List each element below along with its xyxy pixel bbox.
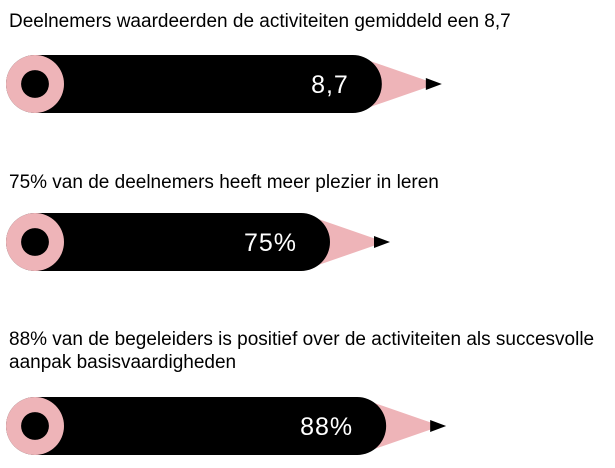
pencil-body [6, 213, 330, 271]
pencil-icon: 88% [6, 397, 447, 455]
stat-caption: 88% van de begeleiders is positief over … [9, 329, 595, 373]
pencil-value-label: 8,7 [311, 71, 349, 99]
pencil-point [430, 420, 447, 432]
pencil-point [425, 78, 442, 90]
pencil-end-hole [21, 228, 49, 256]
pencil-icon: 8,7 [6, 55, 442, 113]
pencil-body [6, 397, 387, 455]
stat-caption: 75% van de deelnemers heeft meer plezier… [9, 172, 439, 193]
stat-caption: Deelnemers waardeerden de activiteiten g… [9, 11, 511, 32]
pencil-end-hole [21, 70, 49, 98]
pencil-body [6, 55, 382, 113]
pencil-value-label: 75% [244, 229, 297, 257]
pencil-icon: 75% [6, 213, 390, 271]
pencil-point [374, 236, 390, 248]
pencil-value-label: 88% [300, 413, 353, 441]
pencil-end-hole [21, 412, 49, 440]
